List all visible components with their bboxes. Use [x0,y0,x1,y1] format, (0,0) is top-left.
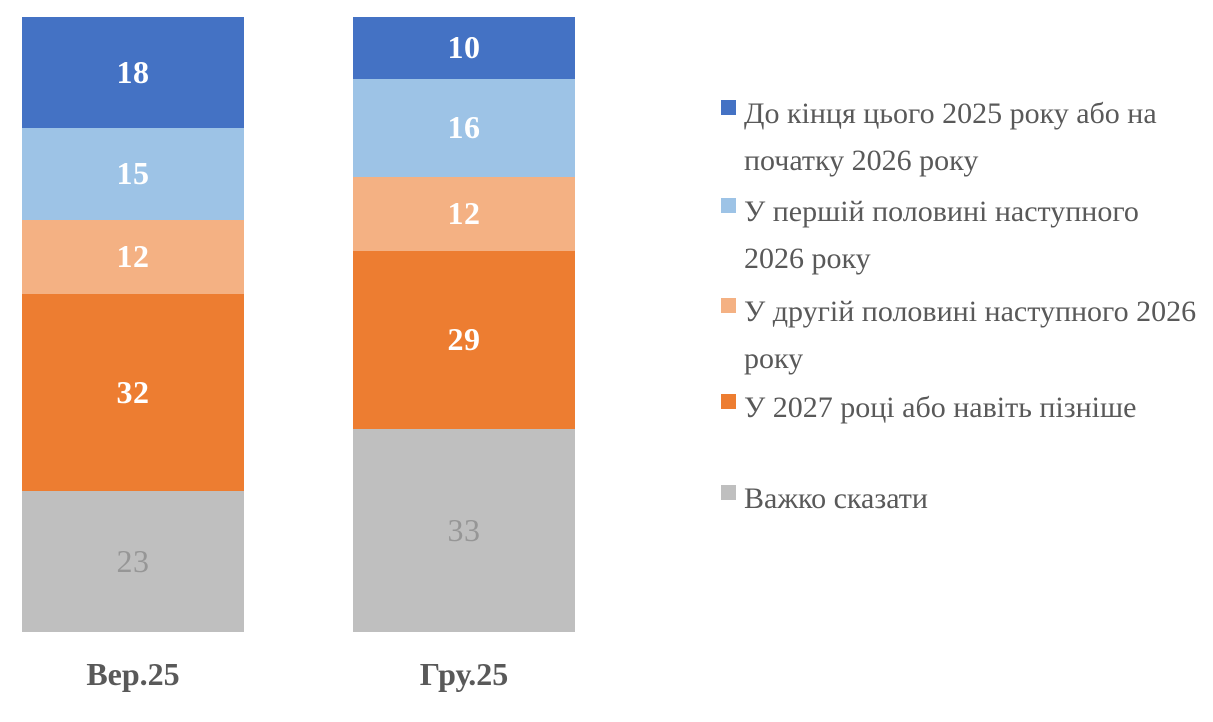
bar-segment: 12 [353,176,575,251]
legend-swatch-icon [721,394,736,409]
legend-item: Важко сказати [721,475,1199,522]
category-label: Гру.25 [419,656,509,692]
plot-area: 18 15 12 32 23 10 16 12 29 33 [22,17,575,632]
bar-segment: 10 [353,17,575,79]
bar-segment: 15 [22,127,244,220]
bar-segment-value: 18 [116,53,150,90]
bar-segment-value: 15 [116,155,150,192]
legend-swatch-icon [721,100,736,115]
bar-segment-value: 10 [447,29,481,66]
bar-segment: 32 [22,293,244,491]
legend-item: У першій половині наступного 2026 року [721,188,1199,282]
bar-column: 10 16 12 29 33 [353,17,575,632]
legend-item: До кінця цього 2025 року або на початку … [721,90,1199,184]
bar-segment: 18 [22,17,244,128]
bar-segment-value: 12 [116,238,150,275]
bar-segment: 12 [22,219,244,294]
legend-swatch-icon [721,485,736,500]
category-label: Вер.25 [86,656,180,692]
bar-segment-value: 16 [447,109,481,146]
bar-column: 18 15 12 32 23 [22,17,244,632]
bar-segment-value: 12 [447,195,481,232]
legend-swatch-icon [721,298,736,313]
bar-segment: 23 [22,490,244,632]
legend-item: У 2027 році або навіть пізніше [721,384,1199,431]
bar-segment-value: 32 [116,373,150,410]
legend-label: До кінця цього 2025 року або на початку … [744,97,1157,177]
legend-swatch-icon [721,198,736,213]
legend-item: У другій половині наступного 2026 року [721,288,1199,382]
bar-segment: 33 [353,429,575,632]
bar-segment: 29 [353,250,575,430]
bar-segment-value: 23 [116,542,150,579]
legend: До кінця цього 2025 року або на початку … [721,90,1199,522]
bar-segment-value: 33 [447,512,481,548]
legend-label: Важко сказати [744,482,928,515]
legend-label: У другій половині наступного 2026 року [744,295,1197,375]
legend-label: У 2027 році або навіть пізніше [744,391,1137,424]
bar-segment: 16 [353,78,575,177]
legend-label: У першій половині наступного 2026 року [744,195,1139,275]
bar-segment-value: 29 [447,321,481,358]
